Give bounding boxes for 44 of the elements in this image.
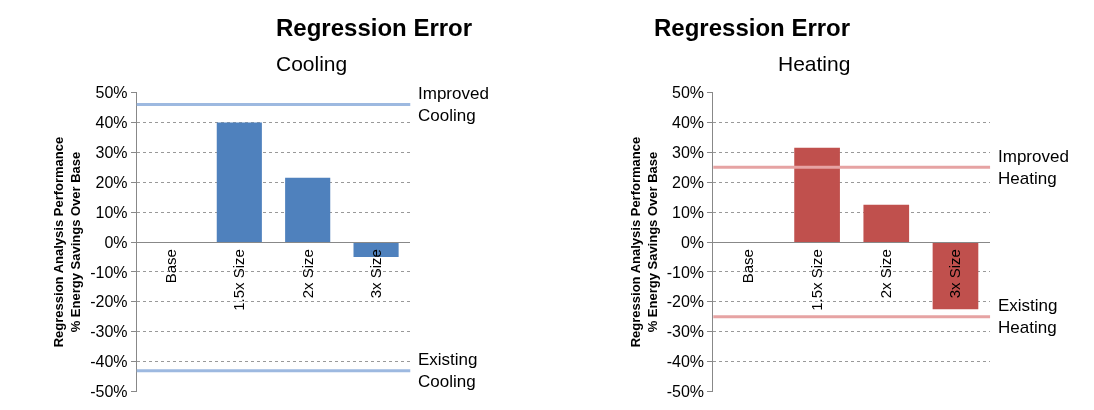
chart-subtitle: Heating	[778, 52, 851, 75]
y-tick-label: -40%	[90, 353, 128, 371]
ref-line-label: Improved Heating	[998, 147, 1069, 189]
y-tick-label: 20%	[95, 173, 128, 191]
bar	[285, 177, 331, 243]
y-tick-label: -50%	[666, 383, 705, 401]
x-tick-label: 1.5x Size	[230, 249, 248, 311]
y-tick-label: 0%	[680, 233, 705, 251]
y-tick-label: 50%	[95, 84, 128, 102]
y-tick-label: 10%	[672, 203, 705, 221]
x-tick-label: 3x Size	[366, 249, 384, 299]
chart-title: Regression Error	[654, 14, 851, 41]
y-tick-label: -20%	[90, 293, 128, 311]
y-tick-label: -10%	[90, 263, 128, 281]
y-tick-label: 10%	[95, 203, 128, 221]
y-tick-label: -40%	[666, 353, 705, 371]
y-tick-label: -30%	[90, 323, 128, 341]
y-tick-label: -30%	[666, 323, 705, 341]
chart-title: Regression Error	[276, 14, 473, 41]
x-tick-label: 2x Size	[298, 249, 316, 299]
y-axis-title: Regression Analysis Performance % Energy Savings Over Base	[627, 136, 660, 348]
y-tick-label: 40%	[95, 114, 128, 132]
ref-line-label: Improved Cooling	[418, 84, 489, 126]
y-tick-label: -20%	[666, 293, 705, 311]
bar	[794, 147, 840, 243]
x-tick-label: Base	[161, 249, 179, 284]
y-tick-label: 50%	[672, 84, 705, 102]
chart-subtitle: Cooling	[276, 52, 348, 75]
y-tick-label: 20%	[672, 173, 705, 191]
x-tick-label: 2x Size	[877, 249, 895, 299]
ref-line-label: Existing Heating	[998, 296, 1058, 338]
y-tick-label: -50%	[90, 383, 128, 401]
bar	[863, 204, 910, 243]
y-tick-label: 30%	[95, 143, 128, 161]
x-tick-label: 1.5x Size	[807, 249, 825, 311]
y-tick-label: 0%	[104, 233, 128, 251]
bar	[216, 122, 262, 243]
ref-line-label: Existing Cooling	[418, 350, 478, 392]
y-tick-label: -10%	[666, 263, 705, 281]
y-tick-label: 30%	[672, 143, 705, 161]
y-axis-title: Regression Analysis Performance % Energy Savings Over Base	[51, 136, 84, 348]
x-tick-label: Base	[738, 249, 756, 284]
y-tick-label: 40%	[672, 114, 705, 132]
x-tick-label: 3x Size	[946, 249, 964, 299]
